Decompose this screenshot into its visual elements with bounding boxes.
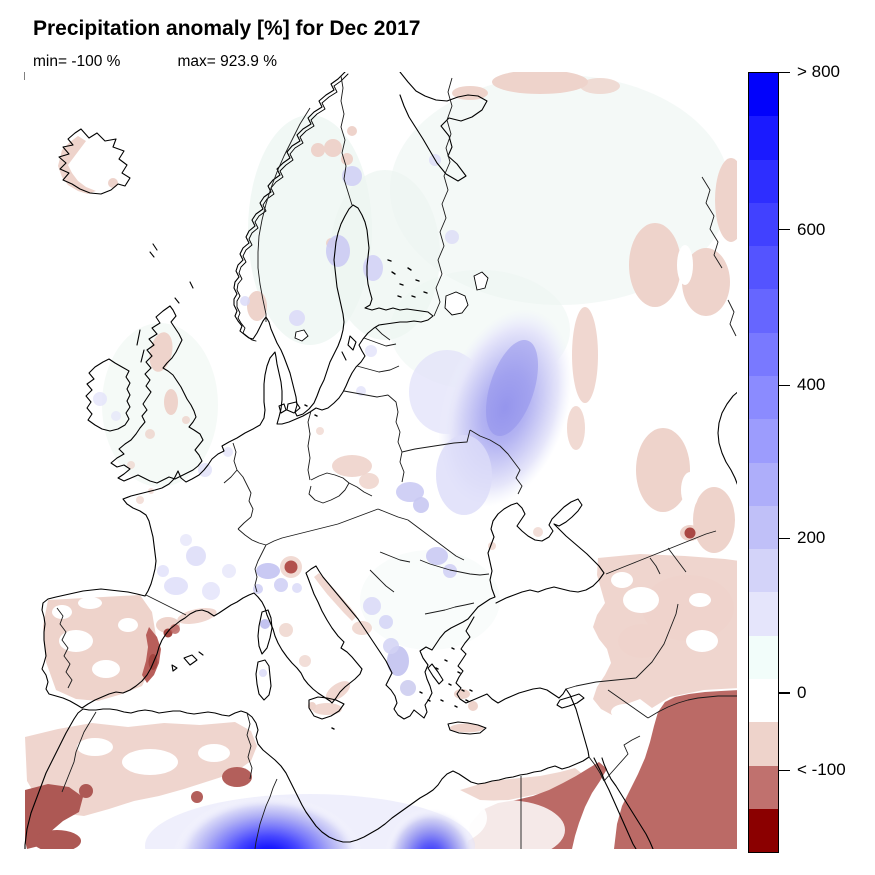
colorbar-tick-label: 400 xyxy=(797,375,826,395)
colorbar-segment xyxy=(749,635,778,679)
colorbar-tick-label: 200 xyxy=(797,528,826,548)
colorbar-segment xyxy=(749,159,778,203)
colorbar-tick-mark xyxy=(779,71,790,73)
lake-layer xyxy=(294,271,489,342)
colorbar-segment xyxy=(749,505,778,550)
colorbar-segment xyxy=(749,549,778,593)
colorbar-segment xyxy=(749,419,778,463)
map-svg xyxy=(24,72,737,849)
colorbar: > 800 600 400 200 0 < -100 xyxy=(748,63,846,853)
colorbar-segment xyxy=(749,678,778,723)
colorbar-tick-mark xyxy=(779,769,790,771)
max-value-label: max= 923.9 % xyxy=(177,53,277,70)
colorbar-segment xyxy=(749,765,778,809)
colorbar-segment xyxy=(749,375,778,420)
colorbar-segment xyxy=(749,462,778,506)
colorbar-tick-label: 0 xyxy=(797,682,807,702)
colorbar-segment xyxy=(749,246,778,290)
colorbar-tick-mark xyxy=(779,537,790,539)
colorbar-segment xyxy=(749,332,778,376)
colorbar-tick-label: > 800 xyxy=(797,62,841,81)
colorbar-tick-mark xyxy=(779,384,790,386)
min-max-subtitle: min= -100 % max= 923.9 % xyxy=(33,53,277,71)
colorbar-segment xyxy=(749,722,778,766)
colorbar-tick-mark xyxy=(779,229,790,231)
page-title: Precipitation anomaly [%] for Dec 2017 xyxy=(33,17,421,40)
colorbar-tick-label: < -100 xyxy=(797,760,846,780)
colorbar-segment xyxy=(749,289,778,333)
europe-anomaly-map xyxy=(24,72,737,849)
colorbar-tick-mark xyxy=(779,692,790,694)
colorbar-segment xyxy=(749,808,778,853)
island-speck-layer xyxy=(304,259,473,730)
colorbar-gradient xyxy=(748,72,779,853)
colorbar-segment xyxy=(749,116,778,160)
colorbar-segment xyxy=(749,73,778,117)
min-value-label: min= -100 % xyxy=(33,53,121,70)
colorbar-tick-label: 600 xyxy=(797,219,826,239)
colorbar-segment xyxy=(749,592,778,636)
anomaly-positive-layer xyxy=(93,154,572,849)
colorbar-segment xyxy=(749,202,778,247)
border-layer xyxy=(56,75,737,849)
